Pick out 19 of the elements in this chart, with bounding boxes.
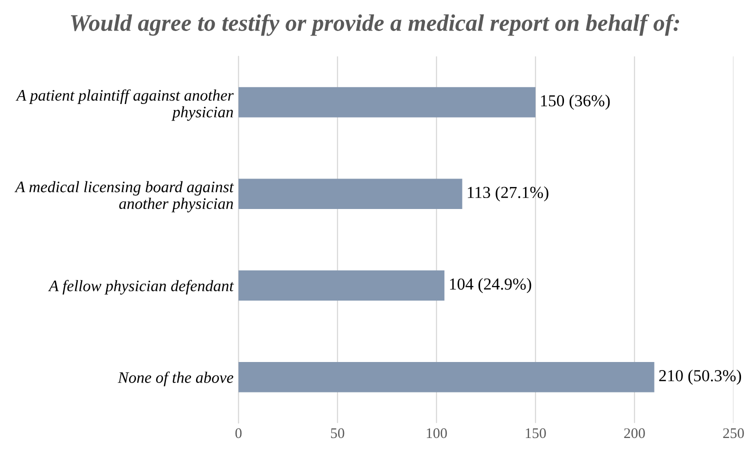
data-label: 113 (27.1%) xyxy=(468,186,548,202)
x-tick-label: 50 xyxy=(331,428,344,438)
bar xyxy=(238,362,654,392)
bar xyxy=(238,178,462,209)
y-tick-label: A patient plaintiff against another physician xyxy=(16,89,234,121)
bar xyxy=(238,270,444,301)
x-tick-label: 250 xyxy=(723,428,744,438)
x-tick-label: 100 xyxy=(426,428,447,438)
data-label: 210 (50.3%) xyxy=(659,370,742,385)
y-tick-label: None of the above xyxy=(118,372,234,386)
y-tick-label: A fellow physician defendant xyxy=(48,280,234,295)
y-tick-label: A medical licensing board against another physician xyxy=(14,181,234,212)
x-tick-label: 0 xyxy=(235,428,242,438)
bar xyxy=(238,87,536,118)
data-label: 104 (24.9%) xyxy=(450,278,532,294)
data-label: 150 (36%) xyxy=(541,94,610,110)
x-tick-label: 150 xyxy=(526,428,546,438)
x-tick-label: 200 xyxy=(624,428,645,438)
chart-title: Would agree to testify or provide a medical report on behalf of: xyxy=(70,14,680,36)
